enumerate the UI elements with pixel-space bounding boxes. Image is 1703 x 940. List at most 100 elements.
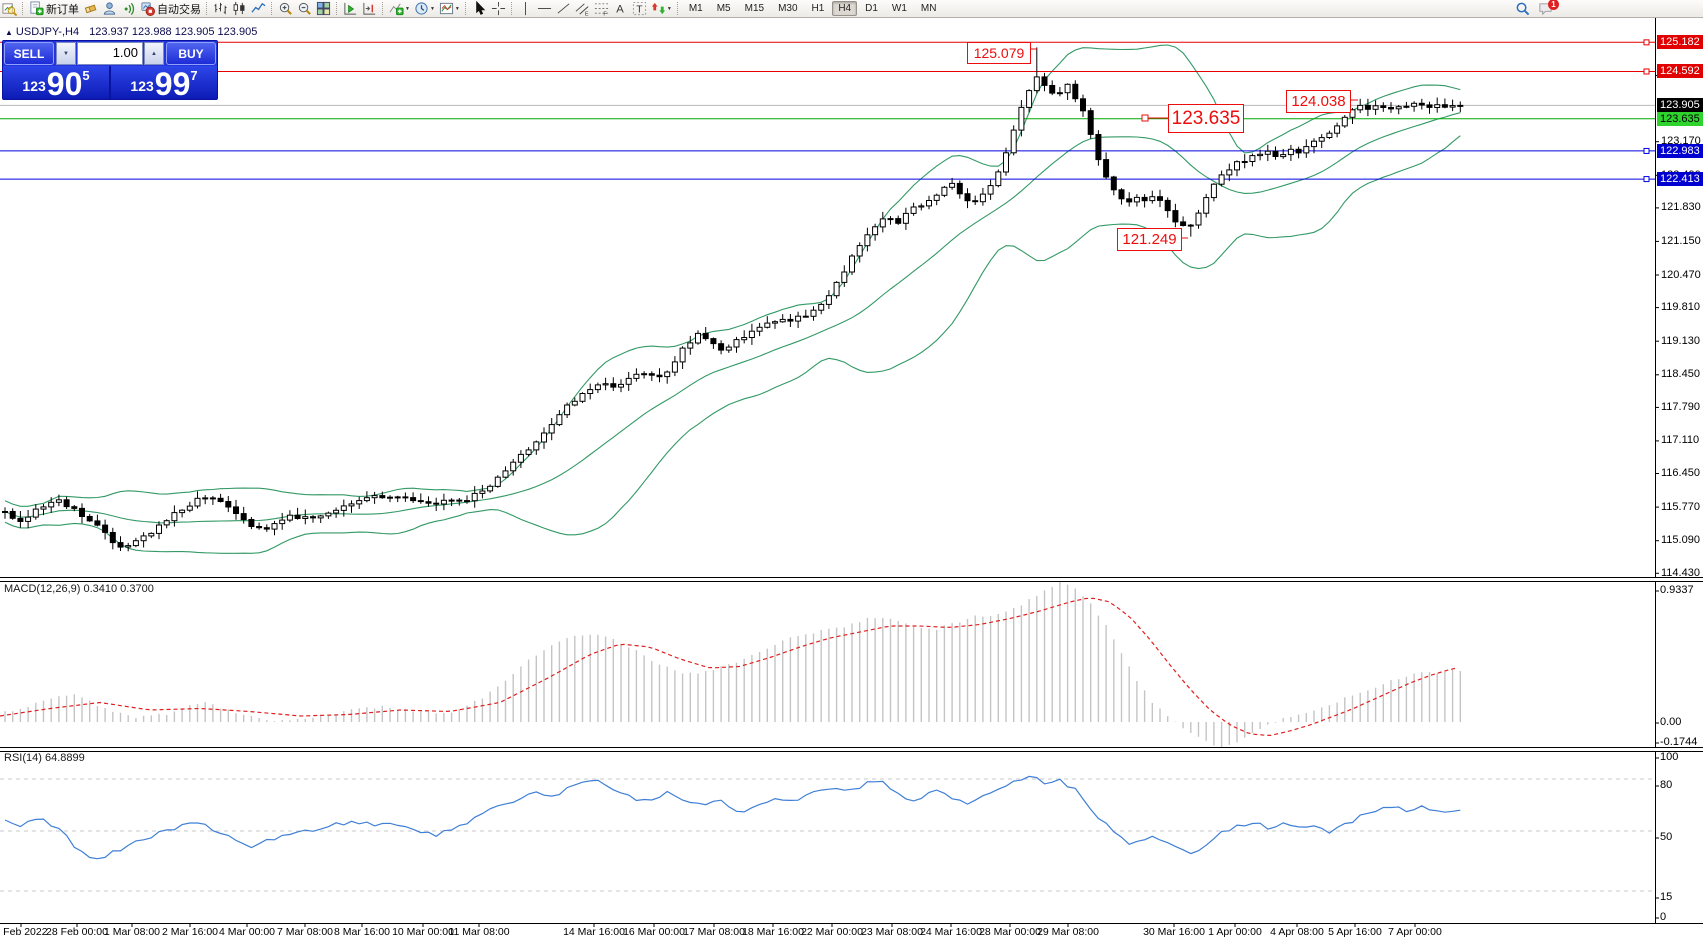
candlestick-chart-icon[interactable] <box>230 1 249 17</box>
trendline-icon[interactable] <box>554 1 573 17</box>
chevron-down-icon: ▼ <box>454 5 460 12</box>
timeframe-button-mn[interactable]: MN <box>920 3 937 14</box>
time-axis-label: 8 Mar 16:00 <box>333 926 391 938</box>
arrows-icon[interactable]: ▼ <box>649 1 674 17</box>
ohlc-values: 123.937 123.988 123.905 123.905 <box>89 26 258 38</box>
notification-icon[interactable]: 1 <box>1536 0 1559 17</box>
time-axis-label: 16 Mar 00:00 <box>623 926 685 938</box>
time-axis-label: 28 Feb 00:00 <box>46 926 108 938</box>
zoom-in-icon[interactable] <box>276 1 295 17</box>
timeframe-button-m30[interactable]: M30 <box>778 3 798 14</box>
search-icon[interactable] <box>1513 1 1532 17</box>
fibonacci-icon[interactable]: F <box>592 1 611 17</box>
price-axis-tick: 115.090 <box>1661 534 1700 547</box>
rsi-scale-label: 15 <box>1660 891 1673 903</box>
time-axis-label: 23 Mar 08:00 <box>861 926 923 938</box>
time-axis-label: 4 Apr 08:00 <box>1270 926 1324 938</box>
text-label-icon[interactable]: A <box>611 1 630 17</box>
equidistant-channel-icon[interactable]: E <box>573 1 592 17</box>
price-axis-tick: 117.790 <box>1661 400 1700 413</box>
buy-price-sup: 7 <box>190 68 198 83</box>
price-annotation[interactable]: 123.635 <box>1168 104 1244 133</box>
time-axis-label: 22 Mar 00:00 <box>801 926 863 938</box>
auto-scroll-icon[interactable] <box>341 1 360 17</box>
timeframe-button-h1[interactable]: H1 <box>811 3 825 14</box>
time-axis-label: 7 Mar 08:00 <box>276 926 334 938</box>
new-order-icon-label: 新订单 <box>46 3 79 16</box>
vertical-line-icon[interactable] <box>516 1 535 17</box>
signal-icon[interactable] <box>119 1 138 17</box>
price-axis-tick: 118.450 <box>1661 368 1700 381</box>
bar-chart-icon[interactable] <box>211 1 230 17</box>
time-axis-label: 5 Apr 16:00 <box>1328 926 1382 938</box>
volume-input[interactable]: 1.00 <box>77 42 143 65</box>
chart-title: ▲ USDJPY-,H4 123.937 123.988 123.905 123.9… <box>5 26 257 38</box>
price-axis-tick: 121.150 <box>1661 234 1701 247</box>
chevron-down-icon: ▼ <box>429 5 435 12</box>
time-axis-label: 1 Apr 00:00 <box>1208 926 1262 938</box>
buy-price[interactable]: 123 99 7 <box>111 66 217 102</box>
timeframe-button-d1[interactable]: D1 <box>865 3 878 14</box>
time-axis-label: 2 Mar 16:00 <box>161 926 219 938</box>
collapse-arrow-icon[interactable]: ▲ <box>5 28 13 37</box>
price-level-badge: 122.413 <box>1657 172 1703 187</box>
chevron-down-icon: ▼ <box>666 5 672 12</box>
chart-search-icon[interactable] <box>0 1 19 17</box>
pane-splitter-macd[interactable] <box>0 577 1703 582</box>
indicators-icon[interactable]: ▼ <box>387 1 412 17</box>
text-box-icon[interactable]: T <box>630 1 649 17</box>
sell-price-prefix: 123 <box>22 78 46 94</box>
time-axis-label: 18 Mar 16:00 <box>742 926 804 938</box>
templates-icon[interactable]: ▼ <box>437 1 462 17</box>
volume-increase-button[interactable]: ▲ <box>144 42 164 65</box>
rsi-label: RSI(14) 64.8899 <box>4 752 85 764</box>
pane-splitter-rsi[interactable] <box>0 747 1703 752</box>
toolbar-separator <box>271 2 273 15</box>
timeframe-button-w1[interactable]: W1 <box>891 3 907 14</box>
periods-icon[interactable]: ▼ <box>412 1 437 17</box>
timeframe-button-m5[interactable]: M5 <box>716 3 731 14</box>
crosshair-icon[interactable] <box>489 1 508 17</box>
time-axis-label: 24 Mar 16:00 <box>920 926 982 938</box>
timeframe-button-h4[interactable]: H4 <box>832 1 858 16</box>
eraser-icon[interactable] <box>81 1 100 17</box>
price-axis-tick: 116.450 <box>1661 467 1700 480</box>
price-annotation[interactable]: 125.079 <box>967 42 1031 64</box>
chart-shift-icon[interactable] <box>360 1 379 17</box>
time-axis-label: 28 Mar 00:00 <box>979 926 1041 938</box>
time-axis-label: 7 Apr 00:00 <box>1388 926 1442 938</box>
time-axis-label: 30 Mar 16:00 <box>1143 926 1205 938</box>
macd-scale-label: 0.00 <box>1660 716 1682 728</box>
cursor-icon[interactable] <box>470 1 489 17</box>
timeframe-button-m15[interactable]: M15 <box>744 3 765 14</box>
profile-icon[interactable] <box>100 1 119 17</box>
time-axis-label: 10 Mar 00:00 <box>392 926 454 938</box>
sell-button[interactable]: SELL <box>4 42 54 65</box>
sell-price-big: 90 <box>46 66 83 102</box>
buy-price-prefix: 123 <box>130 78 154 94</box>
autotrade-icon[interactable]: 自动交易 <box>138 1 203 17</box>
line-chart-icon[interactable] <box>249 1 268 17</box>
rsi-scale-label: 100 <box>1660 751 1679 763</box>
horizontal-line-icon[interactable] <box>535 1 554 17</box>
time-axis-label: 14 Mar 16:00 <box>563 926 625 938</box>
time-axis-label: 4 Mar 00:00 <box>218 926 276 938</box>
timeframe-button-m1[interactable]: M1 <box>688 3 703 14</box>
volume-decrease-button[interactable]: ▼ <box>56 42 76 65</box>
price-level-badge: 123.905 <box>1657 98 1703 113</box>
new-order-icon[interactable]: 新订单 <box>27 1 81 17</box>
price-annotation[interactable]: 121.249 <box>1117 228 1182 251</box>
buy-price-big: 99 <box>154 66 191 102</box>
svg-text:A: A <box>616 4 624 16</box>
toolbar-separator <box>22 2 24 15</box>
price-divider <box>109 66 111 99</box>
tile-windows-icon[interactable] <box>314 1 333 17</box>
sell-price[interactable]: 123 90 5 <box>3 66 109 102</box>
zoom-out-icon[interactable] <box>295 1 314 17</box>
time-axis-label: 17 Mar 08:00 <box>683 926 745 938</box>
price-level-badge: 122.983 <box>1657 143 1703 158</box>
price-annotation[interactable]: 124.038 <box>1286 90 1351 113</box>
buy-button[interactable]: BUY <box>166 42 216 65</box>
